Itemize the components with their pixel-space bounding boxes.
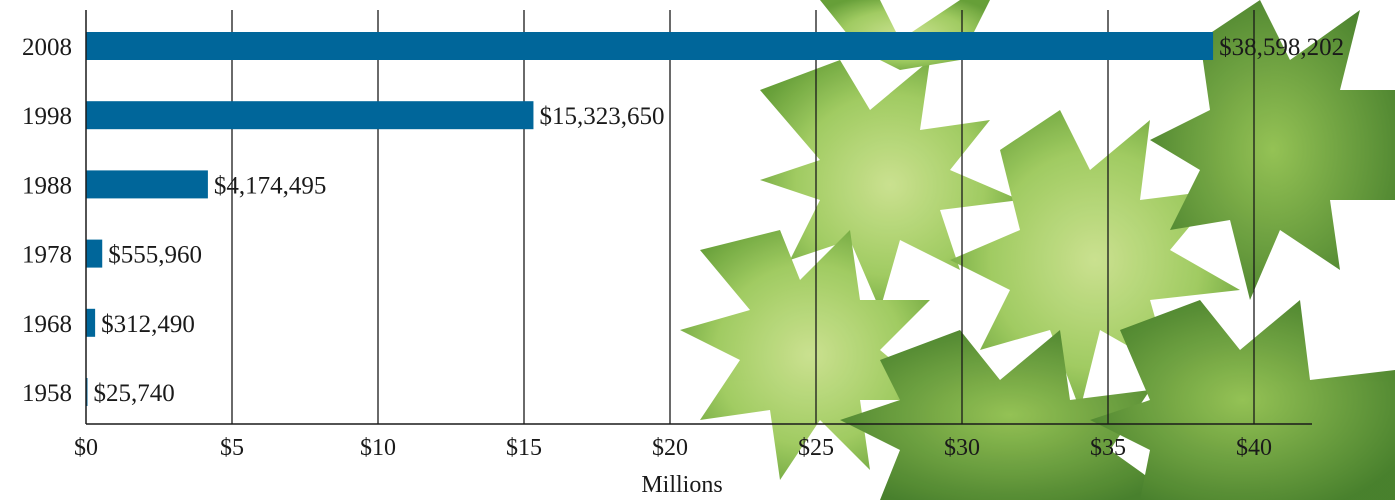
data-labels: $38,598,202 $15,323,650 $4,174,495 $555,960…	[94, 34, 1345, 407]
data-label-1988: $4,174,495	[214, 172, 327, 199]
x-tick-label: $25	[798, 435, 834, 461]
x-axis-title: Millions	[641, 472, 722, 498]
category-label-1978: 1978	[22, 242, 72, 269]
x-tick-label: $15	[506, 435, 542, 461]
category-label-1988: 1988	[22, 172, 72, 199]
x-tick-label: $20	[652, 435, 688, 461]
gridlines	[231, 10, 1255, 424]
bar-2008	[86, 32, 1214, 60]
data-label-2008: $38,598,202	[1219, 34, 1344, 61]
bar-1978	[86, 239, 103, 268]
data-label-1998: $15,323,650	[539, 103, 664, 130]
x-tick-label: $10	[360, 435, 396, 461]
data-label-1978: $555,960	[108, 242, 202, 269]
category-label-1998: 1998	[22, 103, 72, 130]
bar-1988	[86, 170, 208, 199]
category-label-1968: 1968	[22, 311, 72, 338]
axes	[85, 10, 1312, 425]
bar-1998	[86, 101, 534, 130]
x-tick-label: $40	[1236, 435, 1272, 461]
leaf-background-image	[680, 0, 1395, 500]
x-tick-label: $35	[1090, 435, 1126, 461]
data-label-1958: $25,740	[94, 380, 175, 407]
x-tick-label: $0	[74, 435, 98, 461]
category-label-2008: 2008	[22, 34, 72, 61]
category-labels: 2008 1998 1988 1978 1968 1958	[22, 34, 72, 407]
bars	[86, 32, 1214, 406]
x-tick-labels: $0 $5 $10 $15 $20 $25 $30 $35 $40	[74, 435, 1272, 461]
bar-1968	[86, 308, 96, 337]
x-tick-label: $5	[220, 435, 244, 461]
x-tick-label: $30	[944, 435, 980, 461]
category-label-1958: 1958	[22, 380, 72, 407]
data-label-1968: $312,490	[101, 311, 195, 338]
